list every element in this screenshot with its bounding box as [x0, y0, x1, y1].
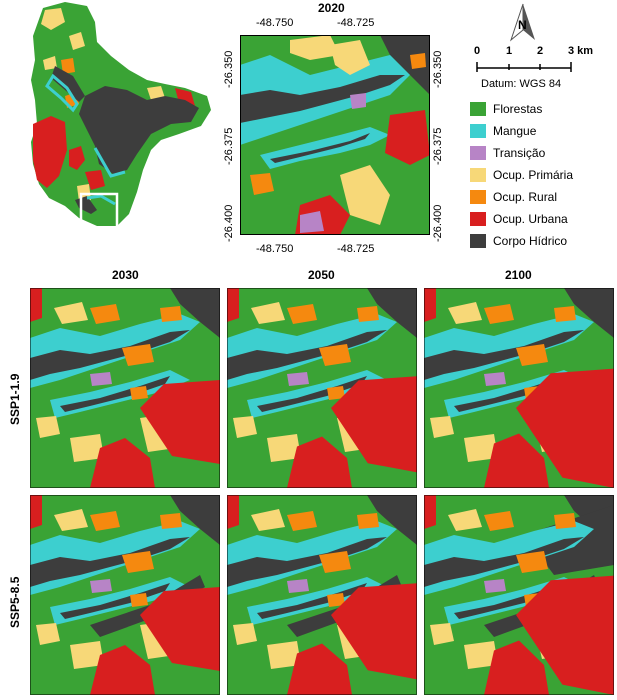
map-ssp1-2050 — [227, 288, 417, 488]
main-map-ytick-left-3: -26.400 — [223, 204, 235, 242]
legend-label: Ocup. Urbana — [493, 212, 568, 226]
scale-bar — [476, 62, 572, 72]
map-ssp5-2050 — [227, 495, 417, 695]
scale-label-1: 1 — [506, 45, 513, 57]
main-map-ytick-right-2: -26.375 — [432, 127, 444, 165]
row-header-ssp1: SSP1-1.9 — [8, 373, 22, 425]
legend-label: Florestas — [493, 102, 543, 116]
legend-swatch — [470, 212, 486, 226]
row-header-ssp5: SSP5-8.5 — [8, 576, 22, 628]
scale-label-2: 2 — [537, 45, 544, 57]
legend-swatch — [470, 102, 486, 116]
overview-map — [31, 2, 211, 230]
scale-label-0: 0 — [474, 45, 481, 57]
main-map-xtick-top-1: -48.750 — [256, 17, 294, 29]
legend-item-transicao: Transição — [470, 144, 545, 162]
main-map-ytick-right-1: -26.350 — [432, 50, 444, 88]
legend-label: Ocup. Rural — [493, 190, 558, 204]
column-header-2030: 2030 — [112, 268, 139, 282]
legend-swatch — [470, 168, 486, 182]
map-ssp5-2030 — [30, 495, 220, 695]
map-ssp1-2100 — [424, 288, 614, 488]
scale-label-3: 3 km — [568, 45, 594, 57]
legend-item-mangue: Mangue — [470, 122, 536, 140]
legend-item-ocup-urbana: Ocup. Urbana — [470, 210, 568, 228]
legend-swatch — [470, 124, 486, 138]
main-map-ytick-right-3: -26.400 — [432, 204, 444, 242]
study-area-box — [79, 192, 119, 230]
north-arrow-label: N — [518, 18, 527, 32]
column-header-2050: 2050 — [308, 268, 335, 282]
legend-label: Corpo Hídrico — [493, 234, 568, 248]
column-header-2100: 2100 — [505, 268, 532, 282]
legend-swatch — [470, 146, 486, 160]
legend-swatch — [470, 190, 486, 204]
datum-label: Datum: WGS 84 — [481, 78, 562, 90]
main-map-ytick-left-2: -26.375 — [223, 127, 235, 165]
legend-item-florestas: Florestas — [470, 100, 542, 118]
main-map-xtick-bottom-2: -48.725 — [337, 243, 375, 255]
main-map-ytick-left-1: -26.350 — [223, 50, 235, 88]
legend-label: Ocup. Primária — [493, 168, 574, 182]
legend-item-ocup-rural: Ocup. Rural — [470, 188, 557, 206]
main-map-title: 2020 — [318, 1, 345, 15]
north-arrow-icon — [509, 3, 535, 42]
main-map-xtick-top-2: -48.725 — [337, 17, 375, 29]
legend-item-corpo-hidrico: Corpo Hídrico — [470, 232, 567, 250]
map-ssp1-2030 — [30, 288, 220, 488]
legend-label: Mangue — [493, 124, 537, 138]
map-ssp5-2100 — [424, 495, 614, 695]
main-map-2020 — [240, 35, 430, 235]
legend-item-ocup-primaria: Ocup. Primária — [470, 166, 573, 184]
main-map-xtick-bottom-1: -48.750 — [256, 243, 294, 255]
legend-label: Transição — [493, 146, 546, 160]
legend-swatch — [470, 234, 486, 248]
